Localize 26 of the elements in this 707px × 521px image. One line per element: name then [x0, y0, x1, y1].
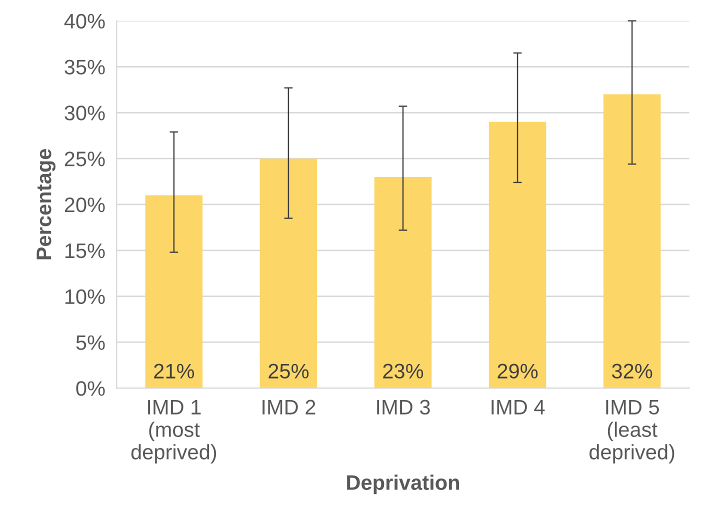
y-axis-title: Percentage — [36, 149, 56, 260]
y-tick-label: 15% — [65, 244, 105, 258]
bar — [260, 158, 318, 388]
data-label: 25% — [268, 364, 309, 379]
y-tick-label: 5% — [76, 335, 105, 350]
data-label: 29% — [498, 364, 538, 379]
bar — [145, 195, 203, 388]
x-axis-title: Deprivation — [347, 474, 460, 494]
data-label: 21% — [154, 364, 194, 378]
y-tick-label: 30% — [64, 106, 105, 120]
y-tick-label: 35% — [64, 60, 105, 75]
y-tick-label: 10% — [65, 289, 105, 304]
bar — [374, 176, 432, 388]
x-tick-label: IMD 4 — [492, 400, 545, 414]
x-tick-label: IMD 5 (least deprived) — [590, 400, 674, 464]
y-tick-label: 25% — [64, 152, 105, 166]
x-tick-label: IMD 1 (most deprived) — [131, 400, 216, 464]
data-label: 23% — [383, 364, 424, 379]
y-tick-label: 0% — [76, 381, 105, 396]
y-tick-label: 40% — [64, 14, 105, 29]
x-tick-label: IMD 3 — [377, 400, 430, 415]
x-tick-label: IMD 2 — [262, 400, 316, 414]
y-tick-label: 20% — [64, 197, 105, 212]
data-label: 32% — [612, 364, 652, 379]
bar — [488, 122, 546, 388]
bar — [603, 94, 661, 388]
